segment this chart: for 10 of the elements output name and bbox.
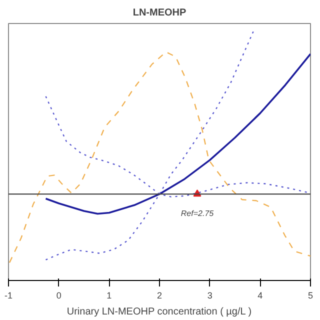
- chart-title: LN-MEOHP: [132, 8, 186, 18]
- x-tick-label: 3: [207, 290, 212, 300]
- x-axis-title: Urinary LN-MEOHP concentration ( µg/L ): [66, 306, 252, 318]
- annotation: Ref=2.75: [180, 209, 214, 218]
- x-tick-label: 1: [106, 290, 112, 300]
- x-tick-label: 0: [56, 290, 62, 300]
- x-tick-label: 4: [258, 290, 263, 300]
- x-tick-label: 2: [156, 290, 162, 300]
- x-tick-label: -1: [4, 290, 13, 300]
- x-tick-label: 5: [308, 290, 314, 300]
